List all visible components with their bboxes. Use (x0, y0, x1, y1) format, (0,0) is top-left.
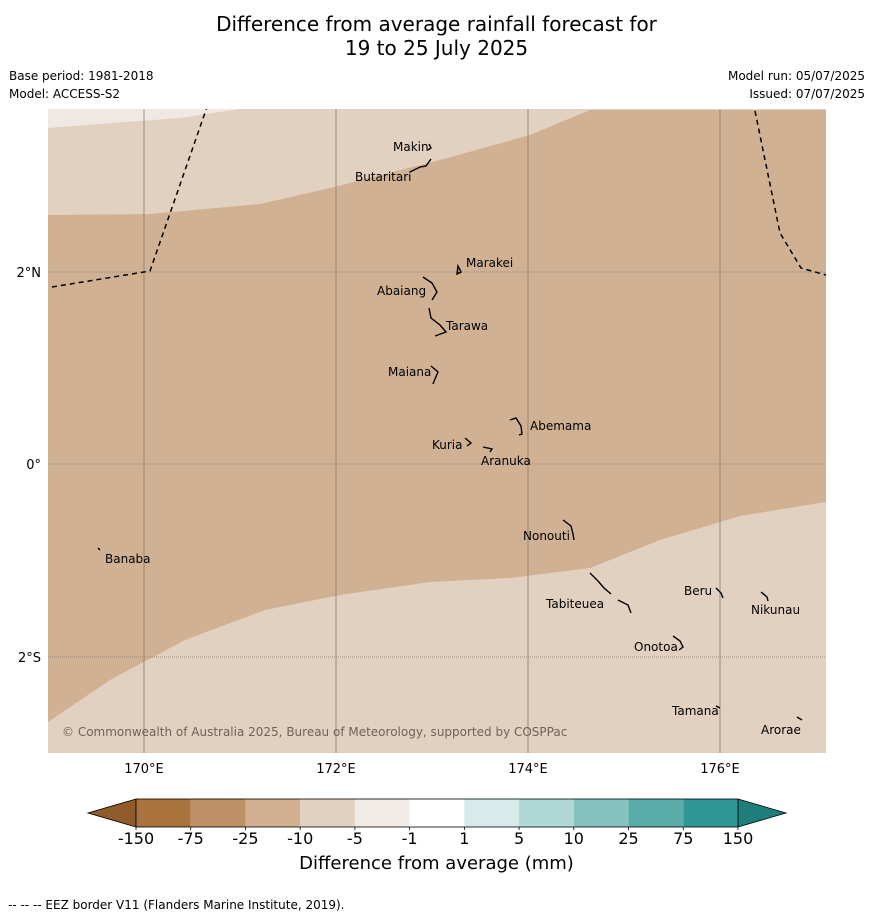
lon-label-176: 176°E (700, 762, 740, 777)
colorbar-tick-label: 10 (564, 829, 584, 848)
colorbar-tick-label: -75 (178, 829, 204, 848)
label-maiana: Maiana (388, 365, 431, 379)
label-kuria: Kuria (432, 438, 463, 452)
colorbar-tick-label: 1 (459, 829, 469, 848)
lon-label-170: 170°E (124, 762, 164, 777)
island-nikunau (760, 591, 769, 602)
rain-zone-north-light (48, 109, 826, 215)
label-aranuka: Aranuka (481, 454, 531, 468)
island-tarawa (428, 307, 448, 337)
label-makin: Makin (393, 140, 429, 154)
lon-label-174: 174°E (508, 762, 548, 777)
model-info: Base period: 1981-2018 Model: ACCESS-S2 (9, 67, 154, 103)
lat-label-0: 0° (26, 458, 41, 473)
place-labels: Makin Butaritari Marakei Abaiang Tarawa … (105, 140, 801, 737)
island-abaiang (422, 276, 438, 301)
colorbar-segment (190, 799, 246, 827)
model-name: Model: ACCESS-S2 (9, 87, 121, 101)
colorbar-tick-label: 150 (723, 829, 754, 848)
colorbar: -150 -75 -25 -10 -5 -1 1 5 10 25 75 150 (86, 798, 788, 848)
model-run-date: Model run: 05/07/2025 (727, 69, 865, 83)
lat-label-2s: 2°S (18, 651, 41, 666)
island-nonouti (562, 519, 575, 541)
base-period: Base period: 1981-2018 (9, 69, 154, 83)
colorbar-extend-low (86, 798, 137, 828)
title-line-1: Difference from average rainfall forecas… (216, 12, 657, 36)
label-nikunau: Nikunau (751, 603, 800, 617)
colorbar-tick-label: -5 (347, 829, 363, 848)
colorbar-tick-label: -1 (402, 829, 418, 848)
issued-date: Issued: 07/07/2025 (749, 87, 865, 101)
colorbar-tick-label: 75 (673, 829, 693, 848)
colorbar-extend-high (737, 798, 788, 828)
run-info: Model run: 05/07/2025 Issued: 07/07/2025 (728, 67, 865, 103)
island-kuria (464, 437, 473, 447)
title-line-2: 19 to 25 July 2025 (344, 36, 529, 60)
graticule (48, 109, 826, 753)
island-banaba (97, 547, 101, 551)
copyright-notice: © Commonwealth of Australia 2025, Bureau… (62, 725, 567, 739)
label-tamana: Tamana (671, 704, 719, 718)
colorbar-segment (354, 799, 410, 827)
island-arorae (796, 716, 803, 721)
island-marakei (456, 263, 462, 276)
colorbar-tick-label: -10 (287, 829, 313, 848)
island-makin (427, 143, 432, 151)
label-banaba: Banaba (105, 552, 151, 566)
colorbar-frame (135, 798, 739, 828)
label-nonouti: Nonouti (523, 529, 570, 543)
map-title: Difference from average rainfall forecas… (0, 12, 873, 60)
eez-border-east (754, 110, 826, 276)
label-abaiang: Abaiang (377, 284, 426, 298)
colorbar-segment (464, 799, 520, 827)
island-beru (715, 587, 724, 599)
lon-label-172: 172°E (316, 762, 356, 777)
colorbar-segment (300, 799, 355, 827)
island-tabiteuea-south (617, 599, 632, 614)
colorbar-tick-label: 25 (618, 829, 638, 848)
island-onotoa (672, 635, 684, 651)
colorbar-tick-label: -25 (232, 829, 258, 848)
label-arorae: Arorae (761, 723, 801, 737)
eez-borders (51, 109, 826, 288)
lat-label-2n: 2°N (17, 266, 42, 281)
colorbar-segment (628, 799, 684, 827)
axis-labels: 170°E 172°E 174°E 176°E 2°N 0° 2°S (17, 266, 740, 777)
island-aranuka (482, 446, 494, 453)
island-abemama (509, 417, 523, 436)
colorbar-segment (409, 799, 465, 827)
island-maiana (430, 365, 439, 385)
colorbar-tick-label: -150 (118, 829, 154, 848)
colorbar-segment (136, 799, 191, 827)
label-tarawa: Tarawa (445, 319, 488, 333)
colorbar-segment (683, 799, 738, 827)
map-area: Makin Butaritari Marakei Abaiang Tarawa … (48, 109, 826, 753)
eez-footnote: -- -- -- EEZ border V11 (Flanders Marine… (8, 898, 345, 912)
colorbar-tick-label: 5 (514, 829, 524, 848)
colorbar-segment (245, 799, 301, 827)
rain-zone-south-light (48, 502, 826, 753)
label-abemama: Abemama (530, 419, 591, 433)
eez-border-west (51, 109, 208, 288)
label-beru: Beru (684, 584, 712, 598)
colorbar-title: Difference from average (mm) (299, 853, 574, 874)
label-butaritari: Butaritari (355, 170, 412, 184)
label-onotoa: Onotoa (634, 640, 678, 654)
label-marakei: Marakei (466, 256, 513, 270)
island-butaritari (409, 158, 432, 173)
island-tamana (715, 705, 721, 709)
label-tabiteuea: Tabiteuea (545, 597, 604, 611)
island-tabiteuea-north (589, 572, 612, 595)
island-outlines (97, 143, 803, 721)
colorbar-segment (519, 799, 574, 827)
colorbar-segment (573, 799, 629, 827)
